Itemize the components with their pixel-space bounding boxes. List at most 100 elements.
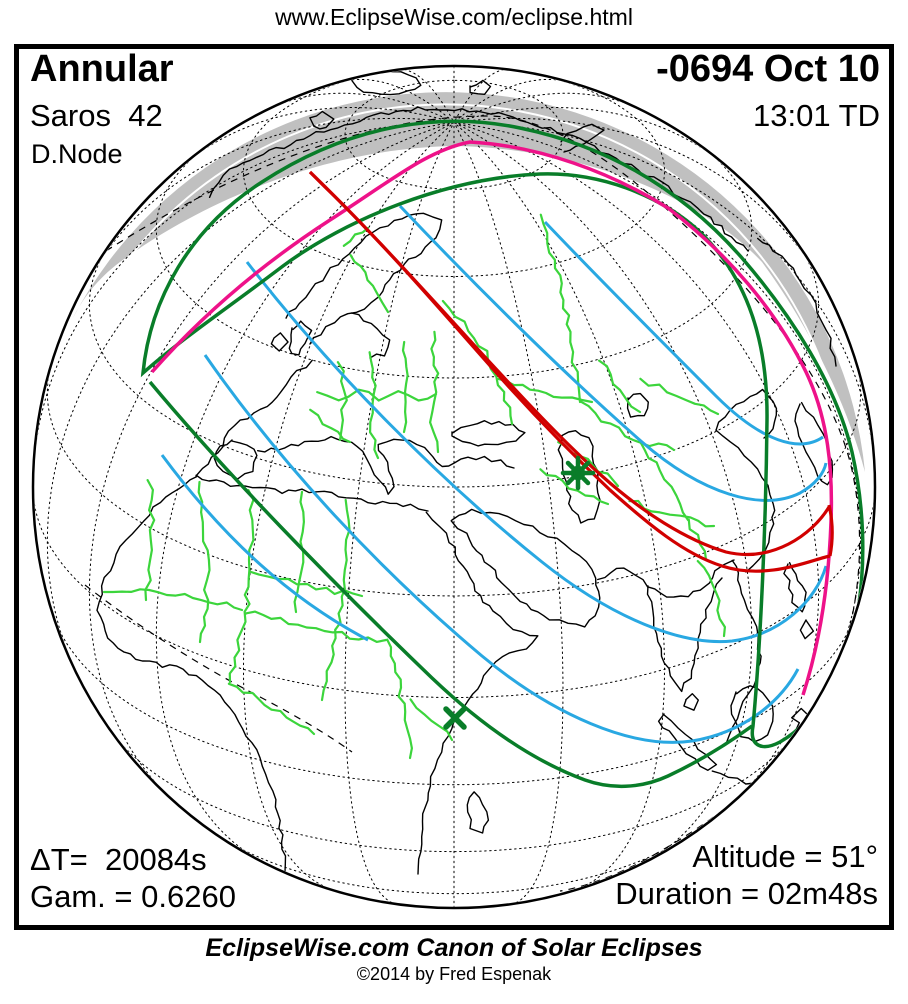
night-shaded-region [73,92,865,473]
country-border-path [639,377,720,416]
coastline-path [799,619,815,640]
country-border-path [687,518,708,562]
graticule-line [243,121,455,892]
coastline-path [213,439,258,480]
coastline-path [208,106,749,252]
star-center [570,465,586,481]
graticule-line [453,121,564,905]
coastline-path [257,435,515,495]
coastline-path [715,388,778,439]
country-border-path [429,330,440,454]
globe-outline [31,64,877,910]
graticule-line [46,121,455,675]
graticule-line [155,121,455,863]
country-border-path [197,480,211,644]
greatest-eclipse-star-marker [560,455,596,491]
graticule-line [110,731,798,853]
graticule-line [53,616,855,786]
contour-curve [398,204,828,502]
altitude-value: Altitude = 51° [692,839,878,874]
node-label: D.Node [31,139,123,169]
gamma-value: Gam. = 0.6260 [30,879,236,914]
dashed-line-southwest [84,584,353,753]
page-url-text: www.EclipseWise.com/eclipse.html [275,4,633,30]
coastline-path [657,713,718,771]
coastline-path [451,420,526,447]
graticule-line [344,79,564,190]
country-border-path [386,638,413,760]
eclipse-date: -0694 Oct 10 [656,48,880,90]
country-border-path [316,388,438,402]
coastline-path [285,212,443,345]
terminator-white-line [99,103,848,473]
saros-number: Saros 42 [30,98,163,133]
country-border-path [144,479,156,602]
coastline-path [309,110,335,130]
graticule-line [212,831,696,895]
coastline-path [730,685,774,743]
country-border-path [244,610,388,643]
country-border-path [349,254,390,314]
country-border-path [598,359,642,414]
central-path-start-cap [308,170,327,189]
coastline-path [845,752,874,771]
coastline-path [560,123,605,153]
coastline-path [349,69,422,96]
country-border-path [401,340,409,434]
graticule-line [453,121,862,675]
country-border-path [227,682,316,736]
coastline-path [757,237,837,367]
contour-curve [203,354,800,744]
graticule-line [182,107,455,166]
country-border-path [539,468,610,506]
coastline-path [783,562,807,613]
country-border-path [320,498,351,702]
graticule-line [155,145,753,379]
contour-curve [543,220,824,446]
coastline-path [469,79,492,95]
country-border-path [409,698,454,742]
country-border-path [228,489,255,684]
country-border-path [628,499,716,528]
country-border-path [102,588,244,612]
coastline-path [195,359,313,477]
coastline-path [288,320,313,356]
country-border-path [342,226,370,247]
eclipse-type: Annular [30,48,174,90]
max-eclipse-sunrise-sunset-curve [148,380,754,788]
duration-value: Duration = 02m48s [615,876,878,911]
penumbra-sunrise-sunset-loop [140,119,865,749]
country-borders [102,213,726,760]
coastline-path [270,332,289,352]
graticule-line [399,69,455,123]
graticule-line [453,117,820,279]
coastline-path [195,474,429,512]
central-path-end-cap [827,504,834,557]
graticule-line [453,121,753,863]
eclipse-time: 13:01 TD [753,98,880,133]
country-border-path [497,377,594,404]
coastline-path [466,791,490,834]
coastline-path [417,511,539,875]
graticule [34,67,874,907]
country-border-path [539,213,582,404]
coastline-path [96,476,287,883]
coastline-path [683,693,699,711]
graticule-line [453,121,820,803]
map-frame [14,44,894,930]
delta-t-value: ΔT= 20084s [30,842,207,877]
graticule-line [453,107,726,166]
country-border-path [368,351,380,460]
coastline-path [626,392,649,418]
country-border-path [640,442,690,522]
country-border-path [441,299,514,426]
graticule-line [344,121,455,905]
copyright-text: ©2014 by Fred Espenak [356,964,552,984]
country-border-path [696,560,726,638]
canon-title: EclipseWise.com Canon of Solar Eclipses [205,934,703,962]
eclipse-magnitude-contours [160,204,828,744]
coastline-path [350,312,391,359]
contour-curve [245,261,828,644]
country-border-path [579,400,676,452]
